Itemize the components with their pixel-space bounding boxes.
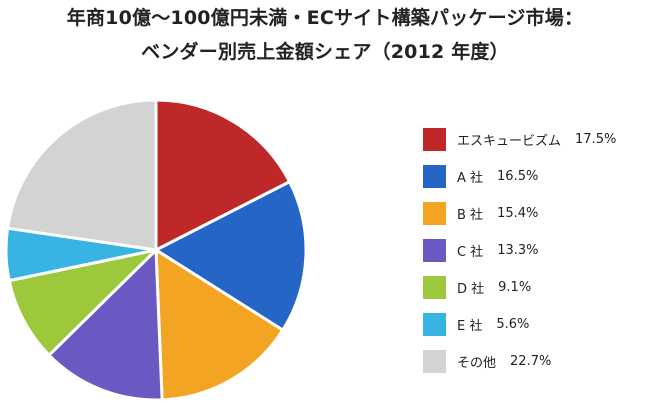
legend-item-1: エスキュービズム 17.5% bbox=[423, 127, 616, 151]
legend-item-2: A 社 16.5% bbox=[423, 164, 616, 188]
legend-item-7: その他 22.7% bbox=[423, 349, 616, 373]
legend-label: E 社 bbox=[457, 318, 483, 334]
legend-value: 22.7% bbox=[510, 353, 552, 369]
legend-label: A 社 bbox=[457, 170, 484, 186]
legend-label: エスキュービズム bbox=[457, 133, 562, 149]
legend-item-6: E 社 5.6% bbox=[423, 312, 616, 336]
pie-slice-4 bbox=[47, 248, 164, 402]
legend-label: B 社 bbox=[457, 207, 484, 223]
legend-item-3: B 社 15.4% bbox=[423, 201, 616, 225]
legend-value: 13.3% bbox=[497, 242, 539, 258]
legend-swatch bbox=[423, 127, 446, 151]
legend-swatch bbox=[423, 238, 446, 262]
chart-legend: エスキュービズム 17.5% A 社 16.5% B 社 15.4% C 社 13.3% D 社… bbox=[423, 127, 616, 386]
legend-swatch bbox=[423, 201, 446, 225]
legend-swatch bbox=[423, 349, 446, 373]
pie-slice-5 bbox=[7, 248, 158, 357]
chart-subtitle: ベンダー別売上金額シェア（2012 年度） bbox=[141, 41, 509, 63]
legend-value: 5.6% bbox=[496, 316, 530, 332]
legend-item-5: D 社 9.1% bbox=[423, 275, 616, 299]
chart-title: 年商10億～100億円未満・ECサイト構築パッケージ市場： bbox=[66, 7, 584, 29]
legend-value: 15.4% bbox=[497, 205, 539, 221]
legend-value: 17.5% bbox=[575, 131, 617, 147]
pie-slice-7 bbox=[6, 98, 158, 252]
legend-swatch bbox=[423, 312, 446, 336]
legend-value: 16.5% bbox=[497, 168, 539, 184]
pie-slice-1 bbox=[154, 98, 292, 252]
pie-slice-2 bbox=[154, 180, 308, 332]
legend-value: 9.1% bbox=[498, 279, 532, 295]
legend-swatch bbox=[423, 164, 446, 188]
legend-label: D 社 bbox=[457, 281, 485, 297]
pie-slice-3 bbox=[154, 248, 285, 402]
legend-item-4: C 社 13.3% bbox=[423, 238, 616, 262]
legend-label: C 社 bbox=[457, 244, 484, 260]
legend-label: その他 bbox=[457, 355, 497, 371]
legend-swatch bbox=[423, 275, 446, 299]
